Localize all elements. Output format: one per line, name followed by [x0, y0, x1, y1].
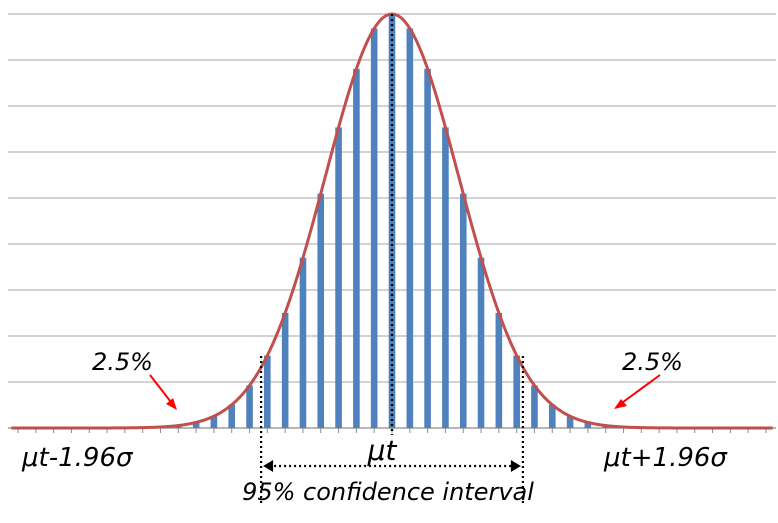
distribution-bar — [335, 127, 342, 428]
right-tail-arrowhead — [614, 399, 627, 409]
distribution-bar — [192, 422, 200, 428]
confidence-interval-label: 95% confidence interval — [242, 478, 534, 506]
distribution-bar — [228, 404, 236, 428]
right-tail-label: 2.5% — [622, 348, 683, 376]
left-tail-label: 2.5% — [92, 348, 153, 376]
lower-bound-label: μt-1.96σ — [21, 443, 134, 473]
interval-markers — [149, 14, 661, 506]
distribution-bar — [459, 193, 467, 428]
left-tail-arrowhead — [166, 398, 177, 410]
distribution-bar — [477, 257, 485, 428]
distribution-bar — [210, 416, 218, 428]
distribution-bar — [566, 416, 574, 428]
distribution-bar — [531, 385, 538, 428]
distribution-bar — [264, 355, 271, 428]
distribution-bar — [513, 355, 520, 428]
distribution-bar — [317, 193, 325, 428]
interval-left-arrowhead — [263, 460, 274, 472]
distribution-bar — [370, 28, 378, 429]
distribution-bar — [584, 422, 592, 428]
annotation-labels: μt μt-1.96σ μt+1.96σ 2.5% 2.5% 95% confi… — [21, 348, 728, 506]
distribution-bar — [281, 312, 289, 428]
distribution-bar — [299, 257, 307, 428]
distribution-bar — [495, 312, 503, 428]
distribution-bar — [246, 385, 253, 428]
right-tail-arrow-shaft — [618, 374, 661, 406]
upper-bound-label: μt+1.96σ — [603, 443, 728, 473]
distribution-bar — [406, 28, 414, 429]
mean-label: μt — [367, 434, 398, 467]
distribution-bar — [442, 127, 449, 428]
distribution-bar — [548, 404, 556, 428]
distribution-bar — [424, 68, 431, 428]
interval-right-arrowhead — [510, 460, 521, 472]
distribution-bar — [353, 68, 360, 428]
